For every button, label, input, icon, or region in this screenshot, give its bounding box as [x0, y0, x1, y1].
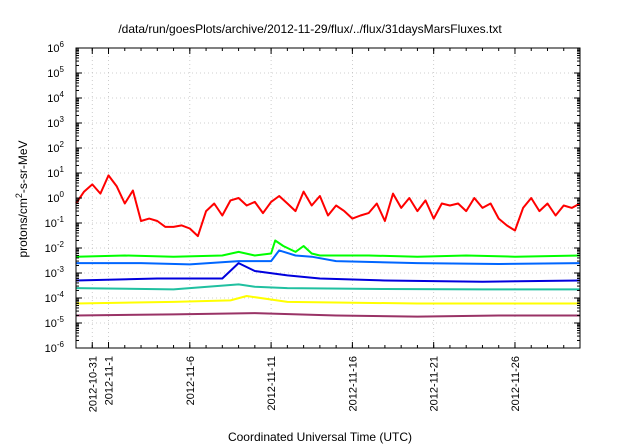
y-tick-label: 10-2	[45, 240, 65, 255]
series-line-1	[75, 174, 581, 238]
x-tick-label: 2012-11-11	[266, 356, 278, 411]
series-line-4	[75, 262, 581, 283]
series-line-2	[75, 239, 581, 258]
x-tick-label: 2012-11-16	[347, 356, 359, 411]
series-line-3	[76, 249, 581, 266]
x-tick-label: 2012-11-1	[104, 356, 116, 405]
x-tick-label: 2012-11-6	[185, 356, 197, 405]
y-tick-label: 10-5	[45, 315, 65, 330]
x-axis-label: Coordinated Universal Time (UTC)	[228, 430, 412, 444]
y-tick-label: 106	[47, 40, 64, 55]
y-tick-label: 103	[47, 115, 64, 130]
series-line-5	[75, 283, 580, 291]
y-tick-label: 102	[47, 140, 64, 155]
y-tick-label: 104	[47, 90, 64, 105]
y-tick-label: 10-6	[45, 340, 65, 355]
x-tick-labels: 2012-10-31 2012-11-1 2012-11-6 2012-11-11 20…	[87, 356, 522, 412]
series-line-7	[75, 312, 580, 318]
series-group	[75, 174, 581, 318]
y-tick-label: 105	[47, 65, 64, 80]
axis-ticks	[75, 47, 581, 349]
y-tick-label: 100	[47, 190, 64, 205]
chart-title: /data/run/goesPlots/archive/2012-11-29/f…	[118, 22, 502, 36]
x-tick-label: 2012-11-26	[510, 356, 522, 411]
x-tick-label: 2012-10-31	[87, 356, 99, 412]
y-tick-label: 10-3	[45, 265, 65, 280]
series-line-6	[75, 295, 580, 305]
x-tick-label: 2012-11-21	[429, 356, 441, 411]
y-tick-label: 10-1	[45, 215, 65, 230]
y-tick-labels: 10-6 10-5 10-4 10-3 10-2 10-1 100 101 102 103 104 1…	[45, 40, 65, 355]
y-tick-label: 101	[47, 165, 64, 180]
y-tick-label: 10-4	[45, 290, 65, 305]
y-axis-label: protons/cm2-s-sr-MeV	[14, 140, 30, 257]
